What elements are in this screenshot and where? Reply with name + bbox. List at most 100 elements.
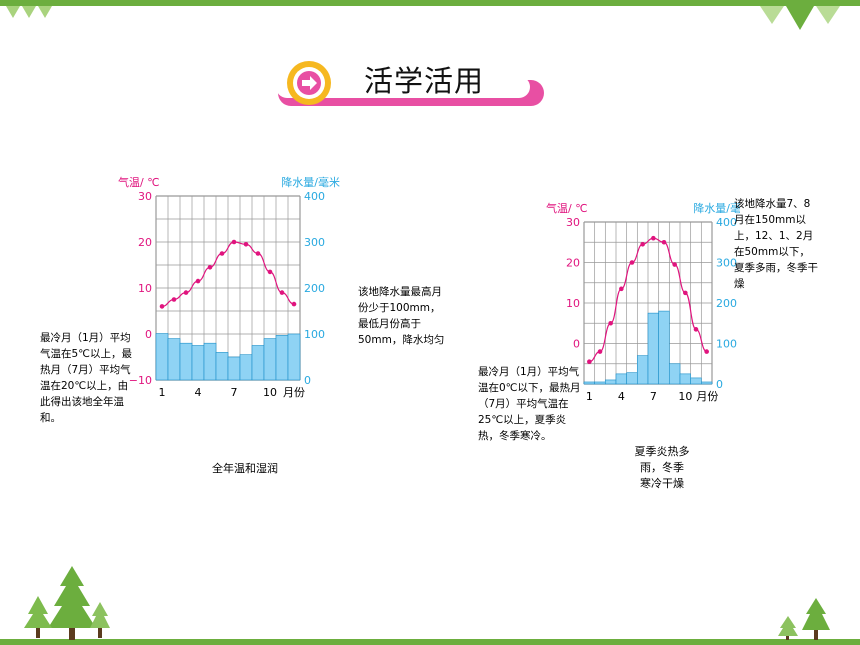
right-caption-line: 寒冷干燥 <box>640 477 684 490</box>
month-tick-label: 4 <box>195 386 202 399</box>
temperature-point <box>608 320 613 326</box>
temperature-point <box>291 301 297 307</box>
temperature-point <box>243 242 249 247</box>
precipitation-axis-label: 降水量/毫米 <box>281 175 340 189</box>
precipitation-bar <box>203 342 217 381</box>
left-temperature-note: 最冷月（1月）平均气温在5℃以上，最热月（7月）平均气温在20℃以上，由此得出该… <box>40 332 132 424</box>
temperature-point <box>704 349 709 354</box>
month-tick-label: 7 <box>231 386 238 399</box>
tree-decoration-right <box>778 598 830 640</box>
precipitation-tick-label: 100 <box>304 328 325 341</box>
temperature-point <box>207 265 213 270</box>
precipitation-bar <box>637 355 649 385</box>
temperature-tick-label: 20 <box>138 236 152 249</box>
temperature-point <box>219 251 225 256</box>
right-caption-line: 夏季炎热多 <box>634 445 690 458</box>
precipitation-axis-label: 降水量/毫米 <box>693 201 740 215</box>
precipitation-bar <box>227 356 241 381</box>
precipitation-bar <box>275 335 289 381</box>
month-tick-label: 4 <box>618 390 625 403</box>
left-precipitation-note: 该地降水量最高月份少于100mm，最低月份高于50mm，降水均匀 <box>358 286 445 346</box>
precipitation-bar <box>155 333 169 381</box>
temperature-tick-label: 30 <box>566 216 580 229</box>
temperature-point <box>683 290 688 296</box>
temperature-point <box>255 251 261 256</box>
temperature-tick-label: 30 <box>138 190 152 203</box>
precipitation-bar <box>251 345 265 381</box>
precipitation-tick-label: 100 <box>716 338 737 351</box>
precipitation-tick-label: 200 <box>716 297 737 310</box>
precipitation-bar <box>647 312 659 385</box>
precipitation-bar <box>167 338 181 381</box>
precipitation-bar <box>605 379 617 385</box>
month-tick-label: 1 <box>586 390 593 403</box>
right-temperature-note: 最冷月（1月）平均气温在0℃以下，最热月（7月）平均气温在25℃以上，夏季炎热，… <box>478 366 581 442</box>
title-banner: 活学活用 <box>272 58 544 110</box>
arrow-circle-icon <box>287 61 331 105</box>
temperature-point <box>661 239 667 245</box>
temperature-point <box>159 304 165 309</box>
temperature-point <box>587 359 592 365</box>
title-pill-inner <box>276 76 530 98</box>
month-tick-label: 10 <box>263 386 277 399</box>
month-tick-label: 1 <box>159 386 166 399</box>
precipitation-bar <box>626 372 638 385</box>
precipitation-bar <box>594 381 606 385</box>
right-chart-caption: 夏季炎热多 雨，冬季 寒冷干燥 <box>622 444 702 492</box>
precipitation-bar <box>179 342 193 381</box>
precipitation-bar <box>701 381 713 385</box>
temperature-point <box>619 286 624 292</box>
precipitation-bar <box>669 363 681 385</box>
precipitation-bar <box>263 338 277 381</box>
precipitation-bar <box>287 333 301 381</box>
top-left-triangle-decoration <box>6 6 52 18</box>
right-precipitation-note: 该地降水量7、8月在150mm以上，12、1、2月在50mm以下，夏季多雨，冬季… <box>734 198 818 290</box>
temperature-point <box>171 297 177 302</box>
month-unit-label: 月份 <box>696 390 718 403</box>
precipitation-tick-label: 300 <box>716 257 737 270</box>
precipitation-bar <box>658 310 670 385</box>
precipitation-bar <box>239 354 253 381</box>
precipitation-tick-label: 400 <box>304 190 325 203</box>
temperature-tick-label: 20 <box>566 257 580 270</box>
precipitation-tick-label: 200 <box>304 282 325 295</box>
temperature-point <box>279 290 285 295</box>
temperature-point <box>629 260 635 265</box>
precipitation-tick-label: 0 <box>716 378 723 391</box>
right-caption-line: 雨，冬季 <box>640 461 684 474</box>
month-tick-label: 10 <box>678 390 692 403</box>
temperature-point <box>231 239 237 245</box>
temperature-point <box>183 290 189 295</box>
temperature-axis-label: 气温/ ℃ <box>118 175 160 189</box>
precipitation-tick-label: 0 <box>304 374 311 387</box>
precipitation-bar <box>191 345 205 381</box>
precipitation-tick-label: 400 <box>716 216 737 229</box>
left-chart-caption: 全年温和湿润 <box>212 462 278 475</box>
top-green-bar <box>0 0 860 6</box>
temperature-tick-label: 0 <box>573 338 580 351</box>
top-right-triangle-decoration <box>760 6 840 30</box>
month-unit-label: 月份 <box>283 386 305 399</box>
temperature-point <box>693 327 699 332</box>
temperature-point <box>267 269 273 275</box>
temperature-point <box>195 278 201 284</box>
tree-decoration-left <box>24 566 110 640</box>
temperature-point <box>672 262 677 267</box>
temperature-tick-label: 0 <box>145 328 152 341</box>
page-title: 活学活用 <box>364 64 485 98</box>
temperature-axis-label: 气温/ ℃ <box>546 201 588 215</box>
bottom-green-bar <box>0 639 860 645</box>
temperature-point <box>640 241 645 247</box>
temperature-point <box>651 235 656 241</box>
precipitation-tick-label: 300 <box>304 236 325 249</box>
temperature-tick-label: 10 <box>566 297 580 310</box>
precipitation-bar <box>615 373 627 385</box>
temperature-tick-label: 10 <box>138 282 152 295</box>
temperature-tick-label: −10 <box>129 374 152 387</box>
precipitation-bar <box>690 377 702 385</box>
month-tick-label: 7 <box>650 390 657 403</box>
precipitation-bar <box>679 373 691 385</box>
precipitation-bar <box>215 352 229 381</box>
